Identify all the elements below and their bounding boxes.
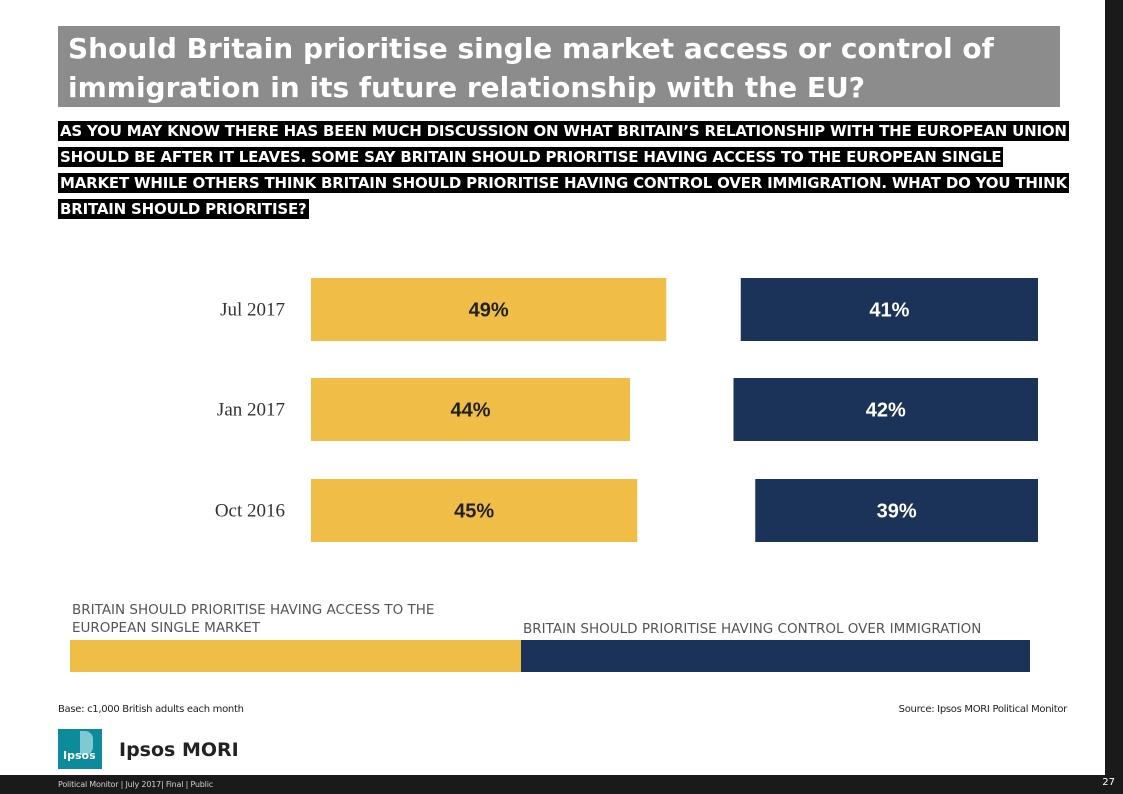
slide: Should Britain prioritise single market … [0,0,1105,775]
data-label: 41% [869,300,909,322]
data-label: 49% [469,300,509,322]
legend-swatch-immigration [521,640,1030,672]
data-label: 44% [450,400,490,422]
source-note: Source: Ipsos MORI Political Monitor [898,704,1068,715]
bar-immigration [740,278,1038,341]
slide-title: Should Britain prioritise single market … [58,26,1060,107]
diverging-bar-chart: Jul 2017 49% 41% Jan 2017 44% 42% Oct 2016 45% 3… [215,278,1038,542]
legend-label-single-market: BRITAIN SHOULD PRIORITISE HAVING ACCESS … [72,602,435,636]
legend-swatch-single-market [70,640,521,672]
legend-label-immigration: BRITAIN SHOULD PRIORITISE HAVING CONTROL… [523,621,982,637]
footer-text: Political Monitor | July 2017| Final | P… [58,780,213,789]
category-label: Jan 2017 [217,400,285,421]
base-note: Base: c1,000 British adults each month [58,704,244,715]
logo-text: Ipsos [63,749,96,762]
category-label: Oct 2016 [215,501,285,522]
page-number: 27 [1102,777,1115,788]
survey-question: AS YOU MAY KNOW THERE HAS BEEN MUCH DISC… [58,118,1069,222]
logo-mark-icon [80,731,93,755]
bar-single-market [311,479,638,542]
data-label: 45% [454,501,494,523]
bar-single-market [311,378,630,441]
data-label: 39% [877,501,917,523]
ipsos-logo: Ipsos [58,729,102,769]
bar-single-market [311,278,667,341]
bar-immigration [755,479,1038,542]
category-label: Jul 2017 [220,300,285,321]
brand-name: Ipsos MORI [119,739,239,761]
bar-immigration [733,378,1038,441]
data-label: 42% [866,400,906,422]
